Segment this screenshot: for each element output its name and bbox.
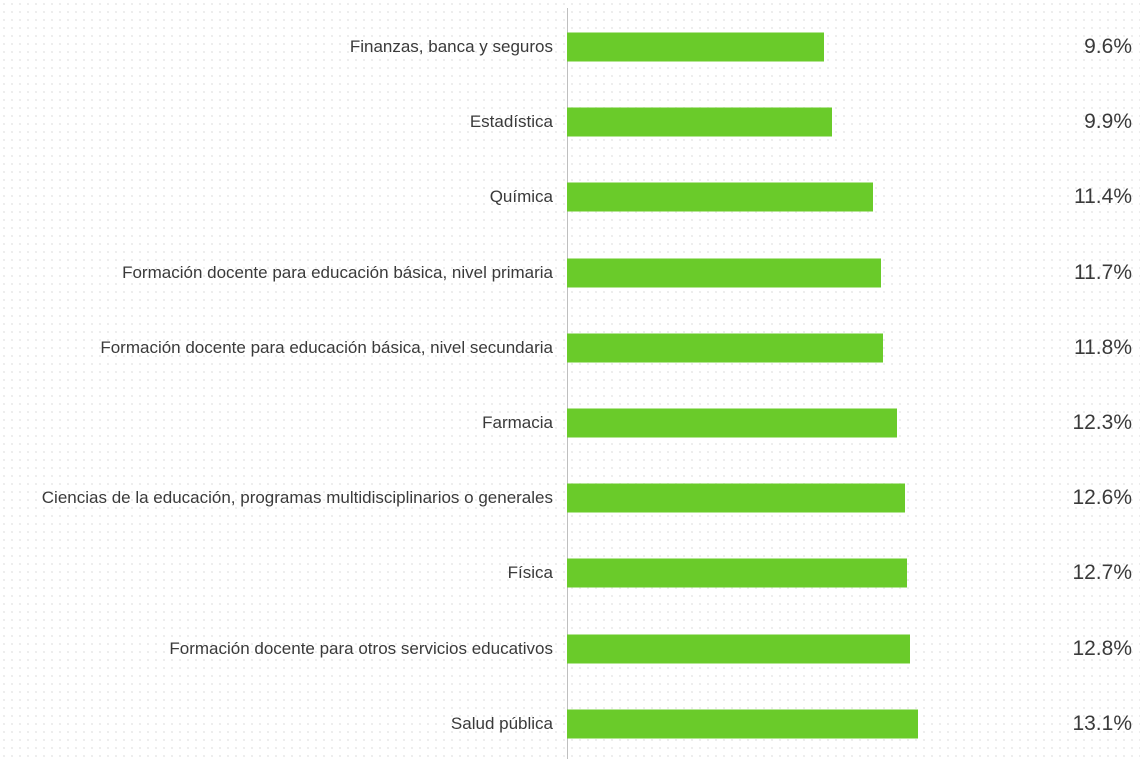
bar [567,558,908,588]
value-label: 11.8% [1074,335,1132,359]
value-label: 9.9% [1084,110,1132,134]
category-label: Farmacia [482,413,553,432]
value-label: 12.3% [1072,411,1132,434]
bar [567,408,897,438]
value-label: 12.6% [1072,486,1132,510]
bar [567,32,825,62]
category-label: Formación docente para otros servicios e… [169,638,553,658]
category-label: Salud pública [450,713,553,733]
value-label: 12.7% [1072,561,1132,585]
bar [567,483,905,513]
value-label: 13.1% [1072,711,1132,735]
bar [567,182,873,212]
bar [567,634,911,664]
category-label: Formación docente para educación básica,… [122,262,553,282]
bar [567,709,919,739]
category-label: Finanzas, banca y seguros [349,37,553,56]
value-label: 11.4% [1074,185,1132,209]
bar [567,258,881,288]
bar [567,107,833,137]
category-label: Química [489,187,553,207]
category-label: Ciencias de la educación, programas mult… [41,488,553,508]
axis-line [567,8,568,759]
value-label: 11.7% [1074,260,1132,284]
category-label: Física [507,563,553,583]
value-label: 12.8% [1072,636,1132,660]
category-label: Estadística [469,112,553,132]
value-label: 9.6% [1084,35,1132,58]
bar [567,333,884,363]
category-label: Formación docente para educación básica,… [100,337,553,357]
